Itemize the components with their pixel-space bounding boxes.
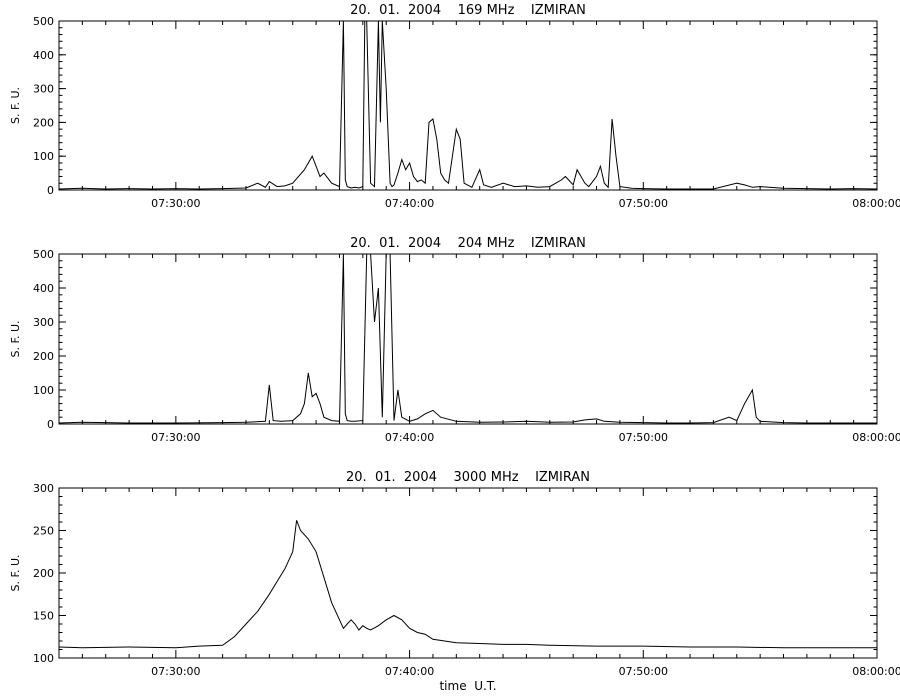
x-tick-label: 07:50:00 <box>619 665 668 678</box>
y-tick-label: 200 <box>33 350 54 363</box>
y-tick-label: 500 <box>33 248 54 261</box>
x-tick-label: 08:00:00 <box>852 197 900 210</box>
y-tick-label: 150 <box>33 610 54 623</box>
y-tick-label: 300 <box>33 316 54 329</box>
y-tick-label: 100 <box>33 652 54 665</box>
x-tick-label: 08:00:00 <box>852 431 900 444</box>
x-tick-label: 07:40:00 <box>385 665 434 678</box>
y-tick-label: 200 <box>33 567 54 580</box>
y-axis-label: S. F. U. <box>9 320 22 357</box>
y-axis-label: S. F. U. <box>9 87 22 124</box>
y-tick-label: 300 <box>33 482 54 495</box>
x-tick-label: 07:30:00 <box>151 431 200 444</box>
y-tick-label: 200 <box>33 116 54 129</box>
plot-frame <box>58 20 878 191</box>
panel-2: 20. 01. 2004 204 MHz IZMIRAN S. F. U. 0 100… <box>9 236 900 444</box>
x-tick-label: 07:30:00 <box>151 197 200 210</box>
plot-frame <box>58 487 878 659</box>
y-tick-label: 100 <box>33 150 54 163</box>
y-tick-label: 400 <box>33 282 54 295</box>
panel-1: 20. 01. 2004 169 MHz IZMIRAN S. F. U. 0 100… <box>9 3 900 210</box>
y-axis-label: S. F. U. <box>9 554 22 591</box>
y-tick-label: 100 <box>33 384 54 397</box>
series-line <box>59 254 877 424</box>
plot-frame <box>58 253 878 425</box>
y-tick-label: 250 <box>33 525 54 538</box>
x-tick-label: 07:40:00 <box>385 431 434 444</box>
x-tick-label: 08:00:00 <box>852 665 900 678</box>
y-tick-label: 500 <box>33 15 54 28</box>
chart-title: 20. 01. 2004 3000 MHz IZMIRAN <box>346 470 590 485</box>
chart-title: 20. 01. 2004 204 MHz IZMIRAN <box>350 236 586 251</box>
x-tick-label: 07:40:00 <box>385 197 434 210</box>
y-tick-label: 0 <box>47 418 54 431</box>
panel-3: 20. 01. 2004 3000 MHz IZMIRAN S. F. U. 100… <box>9 470 900 693</box>
y-tick-label: 400 <box>33 49 54 62</box>
x-tick-label: 07:50:00 <box>619 431 668 444</box>
series-line <box>59 520 877 649</box>
x-tick-label: 07:50:00 <box>619 197 668 210</box>
x-axis-label: time U.T. <box>439 679 496 693</box>
x-tick-label: 07:30:00 <box>151 665 200 678</box>
y-tick-label: 0 <box>47 184 54 197</box>
y-tick-label: 300 <box>33 83 54 96</box>
chart-title: 20. 01. 2004 169 MHz IZMIRAN <box>350 3 586 18</box>
series-line <box>59 21 877 190</box>
